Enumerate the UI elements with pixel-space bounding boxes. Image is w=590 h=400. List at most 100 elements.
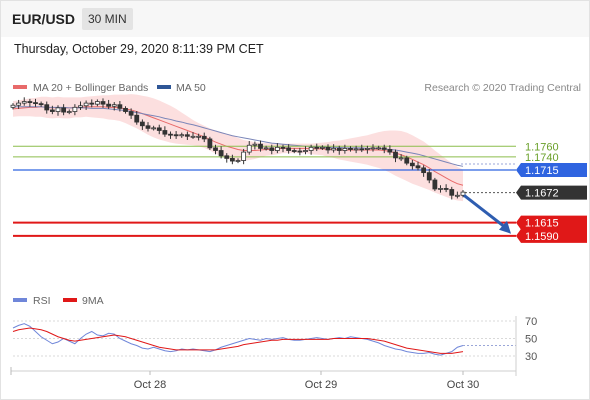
candle-body — [21, 101, 27, 104]
rsi-ma-line — [12, 327, 464, 354]
candle-body — [303, 150, 308, 152]
candle-body — [72, 106, 78, 112]
candle-body — [162, 130, 168, 135]
candle-body — [398, 157, 404, 160]
candle-body — [393, 151, 398, 159]
candle-body — [123, 107, 128, 112]
candle-body — [387, 149, 393, 153]
rsi-tick-label: 70 — [525, 316, 537, 328]
candle-body — [100, 101, 106, 105]
price-tag-support — [516, 228, 587, 243]
forecast-arrow — [463, 194, 511, 234]
candle-body — [66, 111, 72, 113]
price-levels — [13, 145, 516, 237]
candle-body — [269, 147, 275, 151]
x-axis: Oct 28 Oct 29 Oct 30 — [10, 367, 479, 391]
candle-body — [291, 150, 297, 152]
candle-body — [134, 114, 140, 123]
candle-body — [314, 146, 320, 149]
candle-body — [454, 194, 460, 197]
candle-body — [409, 162, 415, 167]
candle-body — [297, 150, 303, 153]
candle-body — [359, 148, 365, 151]
symbol-title: EUR/USD — [12, 11, 76, 27]
candle-body — [376, 147, 382, 150]
candle-body — [27, 101, 33, 103]
candle-body — [168, 133, 173, 136]
rsi-tick-label: 50 — [525, 334, 537, 346]
candle-body — [460, 191, 466, 196]
candle-body — [83, 102, 89, 107]
candle-body — [94, 101, 100, 105]
candle-body — [331, 148, 337, 151]
candle-body — [201, 135, 207, 140]
bollinger-bands — [13, 94, 463, 202]
timeframe-badge[interactable]: 30 MIN — [82, 8, 133, 30]
rsi-legend-swatch — [13, 298, 27, 302]
candle-body — [179, 134, 185, 137]
arrow-shaft — [463, 194, 508, 230]
rsi-tick-label: 30 — [525, 351, 537, 363]
price-tag-last — [516, 185, 587, 200]
candle-body — [443, 188, 449, 190]
candle-body — [145, 125, 151, 129]
title-bar: EUR/USD 30 MIN — [1, 1, 589, 37]
price-tag-label: 1.1615 — [525, 218, 559, 230]
candle-body — [421, 167, 427, 174]
candle-body — [246, 144, 252, 153]
candle-body — [342, 148, 348, 151]
candle-body — [139, 121, 145, 127]
candle-body — [184, 134, 190, 137]
candle-body — [308, 146, 314, 151]
candle-body — [319, 146, 325, 149]
candle-body — [336, 148, 342, 151]
candle-body — [258, 143, 263, 149]
candle-body — [381, 147, 387, 150]
candle-body — [106, 103, 112, 107]
candle-body — [89, 102, 95, 105]
candle-body — [190, 135, 196, 138]
candle-body — [426, 172, 432, 181]
candle-body — [364, 148, 370, 150]
candle-body — [128, 111, 134, 116]
rsi-panel: 70 50 30 — [12, 316, 537, 363]
ma20-legend-label: MA 20 + Bollinger Bands — [33, 82, 148, 94]
candle-body — [252, 143, 258, 146]
candle-body — [353, 148, 359, 151]
candles — [10, 97, 466, 200]
candle-body — [61, 107, 67, 113]
candle-body — [156, 127, 162, 131]
candle-body — [213, 147, 218, 151]
candle-body — [33, 102, 38, 105]
candle-body — [55, 107, 61, 112]
resistance-label: 1.1740 — [525, 152, 559, 164]
price-tag-label: 1.1672 — [525, 188, 559, 200]
x-tick-label: Oct 30 — [447, 379, 479, 391]
candle-body — [348, 148, 353, 150]
x-tick-label: Oct 28 — [134, 379, 166, 391]
rsi-legend-label: RSI — [33, 295, 51, 307]
candle-body — [151, 127, 157, 130]
candle-body — [280, 146, 286, 149]
candle-body — [173, 134, 179, 137]
candle-body — [111, 104, 117, 107]
price-tag-label: 1.1715 — [525, 165, 559, 177]
arrow-head — [499, 220, 511, 234]
candle-body — [207, 138, 213, 149]
bollinger-band-area — [13, 94, 463, 202]
candle-body — [44, 104, 50, 111]
ma20-legend-swatch — [13, 85, 27, 89]
candle-body — [38, 103, 44, 106]
candle-body — [218, 150, 224, 157]
candle-body — [241, 151, 247, 161]
rsi-line — [12, 323, 464, 356]
candle-body — [78, 105, 83, 108]
timestamp: Thursday, October 29, 2020 8:11:39 PM CE… — [14, 42, 264, 56]
candle-body — [438, 188, 443, 190]
candle-body — [16, 102, 22, 106]
candle-body — [224, 155, 230, 159]
ma50-legend-label: MA 50 — [176, 82, 206, 94]
ma50-legend-swatch — [157, 85, 171, 89]
